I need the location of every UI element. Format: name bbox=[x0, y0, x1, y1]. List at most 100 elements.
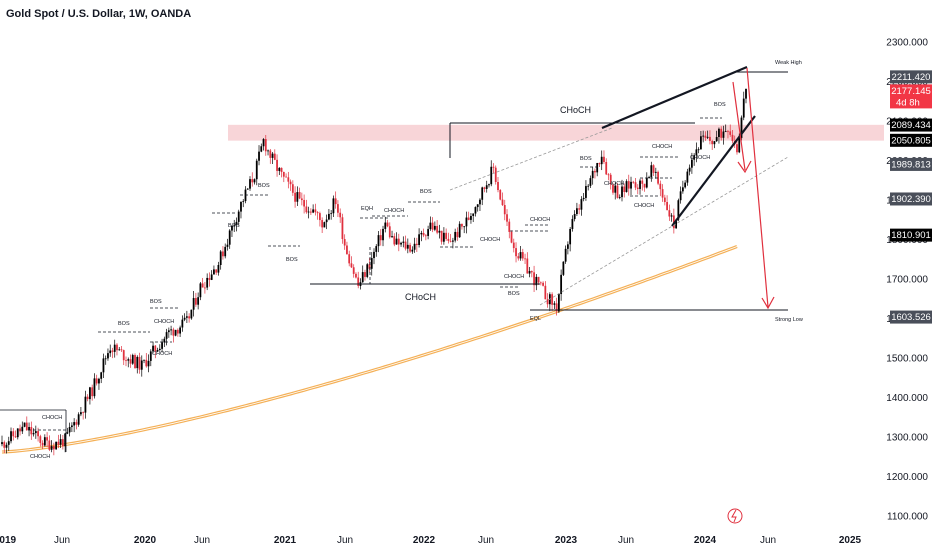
bos-label: BOS bbox=[150, 299, 162, 305]
choch-label: CHOCH bbox=[154, 319, 174, 325]
candle-body bbox=[488, 184, 490, 186]
candle-body bbox=[422, 232, 425, 236]
bos-label: BOS bbox=[420, 189, 432, 195]
candle-body bbox=[176, 329, 179, 334]
candle-body bbox=[666, 202, 668, 211]
choch-label: CHOCH bbox=[690, 155, 710, 161]
candle-body bbox=[630, 181, 632, 189]
candle-body bbox=[524, 258, 526, 260]
bos-label: BOS bbox=[508, 291, 520, 297]
candle-body bbox=[589, 178, 592, 186]
candle-body bbox=[503, 205, 506, 215]
candle-body bbox=[334, 198, 337, 205]
candle-body bbox=[440, 230, 443, 242]
candle-body bbox=[122, 350, 125, 361]
candle-body bbox=[68, 427, 71, 433]
candle-body bbox=[41, 442, 44, 446]
x-tick-label: Jun bbox=[760, 535, 776, 546]
candle-body bbox=[77, 414, 80, 425]
candle-body bbox=[192, 298, 195, 310]
candle-body bbox=[217, 264, 220, 273]
candle-body bbox=[125, 360, 127, 362]
candle-body bbox=[204, 287, 206, 289]
candle-body bbox=[34, 431, 37, 434]
wedge-lower-line bbox=[671, 115, 756, 227]
candle-body bbox=[659, 183, 662, 190]
candle-body bbox=[30, 427, 33, 435]
candle-body bbox=[715, 137, 718, 142]
candle-body bbox=[686, 171, 689, 183]
candle-body bbox=[490, 166, 493, 185]
strong-low-label: Strong Low bbox=[775, 317, 803, 323]
candle-body bbox=[553, 303, 556, 305]
candle-body bbox=[361, 272, 364, 283]
candle-body bbox=[332, 198, 335, 214]
candle-body bbox=[463, 226, 466, 228]
candle-body bbox=[116, 344, 118, 351]
x-tick-label: 2023 bbox=[555, 535, 578, 546]
candle-body bbox=[404, 241, 407, 249]
candle-body bbox=[7, 441, 10, 445]
candle-body bbox=[233, 224, 236, 226]
candle-body bbox=[569, 228, 572, 245]
candle-body bbox=[587, 185, 590, 187]
candle-body bbox=[420, 232, 423, 235]
candle-body bbox=[652, 165, 655, 173]
candle-body bbox=[382, 228, 384, 241]
candle-body bbox=[542, 282, 544, 286]
candle-body bbox=[113, 344, 116, 352]
candle-body bbox=[598, 163, 601, 165]
candle-body bbox=[720, 128, 723, 138]
price-tag-bg bbox=[890, 310, 932, 324]
candle-body bbox=[551, 294, 554, 305]
candle-body bbox=[255, 160, 258, 180]
candle-body bbox=[210, 274, 213, 280]
candle-body bbox=[206, 277, 209, 288]
candle-body bbox=[73, 422, 76, 426]
candle-body bbox=[391, 236, 393, 238]
x-tick-label: 2022 bbox=[413, 535, 436, 546]
candle-body bbox=[147, 360, 150, 367]
candle-body bbox=[388, 226, 391, 238]
candle-body bbox=[1, 442, 3, 445]
candle-body bbox=[323, 222, 326, 228]
price-tag-label: 2211.420 bbox=[892, 72, 931, 83]
candle-body bbox=[267, 150, 269, 152]
choch-label: CHOCH bbox=[504, 274, 524, 280]
candle-body bbox=[325, 219, 328, 223]
candle-body bbox=[700, 136, 702, 150]
candle-body bbox=[497, 181, 499, 191]
candle-body bbox=[246, 188, 249, 190]
candle-body bbox=[634, 182, 637, 188]
candle-body bbox=[303, 200, 306, 207]
candle-body bbox=[681, 187, 684, 192]
event-icon bbox=[727, 508, 743, 524]
candle-body bbox=[269, 150, 272, 158]
candle-body bbox=[222, 251, 224, 257]
candle-body bbox=[424, 235, 427, 237]
candle-body bbox=[185, 316, 188, 318]
candle-body bbox=[341, 217, 344, 240]
price-tag-bg bbox=[890, 228, 932, 242]
candle-body bbox=[3, 442, 6, 448]
candle-body bbox=[318, 213, 321, 221]
y-tick-label: 2300.000 bbox=[886, 37, 928, 48]
candle-body bbox=[711, 140, 714, 145]
candle-body bbox=[14, 436, 17, 438]
price-tag-label: 2177.145 bbox=[891, 86, 931, 97]
candle-body bbox=[337, 204, 339, 213]
choch-label: CHOCH bbox=[530, 217, 550, 223]
candle-body bbox=[729, 131, 732, 135]
candle-body bbox=[485, 185, 488, 189]
price-tag: 2089.434 bbox=[890, 118, 932, 132]
candle-body bbox=[161, 342, 163, 349]
candle-body bbox=[50, 446, 53, 450]
candle-body bbox=[285, 176, 287, 178]
candle-body bbox=[645, 178, 648, 188]
candle-body bbox=[120, 349, 123, 351]
price-tag-bg bbox=[890, 70, 932, 84]
candle-body bbox=[722, 131, 725, 138]
candle-body bbox=[526, 258, 529, 274]
candle-body bbox=[636, 187, 639, 189]
